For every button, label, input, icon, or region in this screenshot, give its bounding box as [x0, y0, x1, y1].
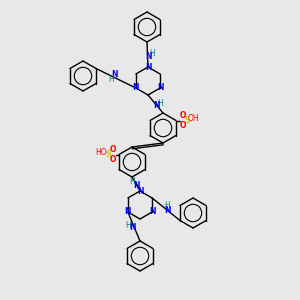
Text: H: H — [129, 178, 135, 187]
Text: S: S — [105, 150, 111, 159]
Text: O: O — [110, 155, 116, 164]
Text: N: N — [157, 83, 164, 92]
Text: HO: HO — [95, 148, 107, 157]
Text: H: H — [125, 221, 131, 230]
Text: O: O — [110, 145, 116, 154]
Text: S: S — [184, 116, 190, 125]
Text: O: O — [180, 111, 186, 120]
Text: OH: OH — [187, 114, 199, 123]
Text: N: N — [112, 70, 118, 79]
Text: N: N — [133, 83, 139, 92]
Text: N: N — [149, 208, 155, 217]
Text: H: H — [164, 201, 170, 210]
Text: N: N — [124, 208, 131, 217]
Text: N: N — [153, 100, 160, 109]
Text: H: H — [158, 98, 164, 107]
Text: N: N — [130, 223, 136, 232]
Text: N: N — [137, 187, 143, 196]
Text: N: N — [145, 62, 151, 71]
Text: N: N — [145, 52, 152, 61]
Text: H: H — [150, 49, 155, 58]
Text: H: H — [108, 75, 114, 84]
Text: N: N — [134, 181, 140, 190]
Text: O: O — [180, 121, 186, 130]
Text: N: N — [164, 206, 170, 215]
